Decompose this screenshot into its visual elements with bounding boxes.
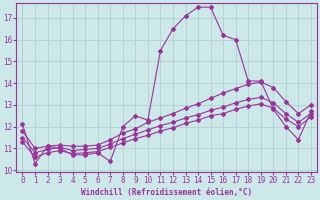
X-axis label: Windchill (Refroidissement éolien,°C): Windchill (Refroidissement éolien,°C) <box>81 188 252 197</box>
